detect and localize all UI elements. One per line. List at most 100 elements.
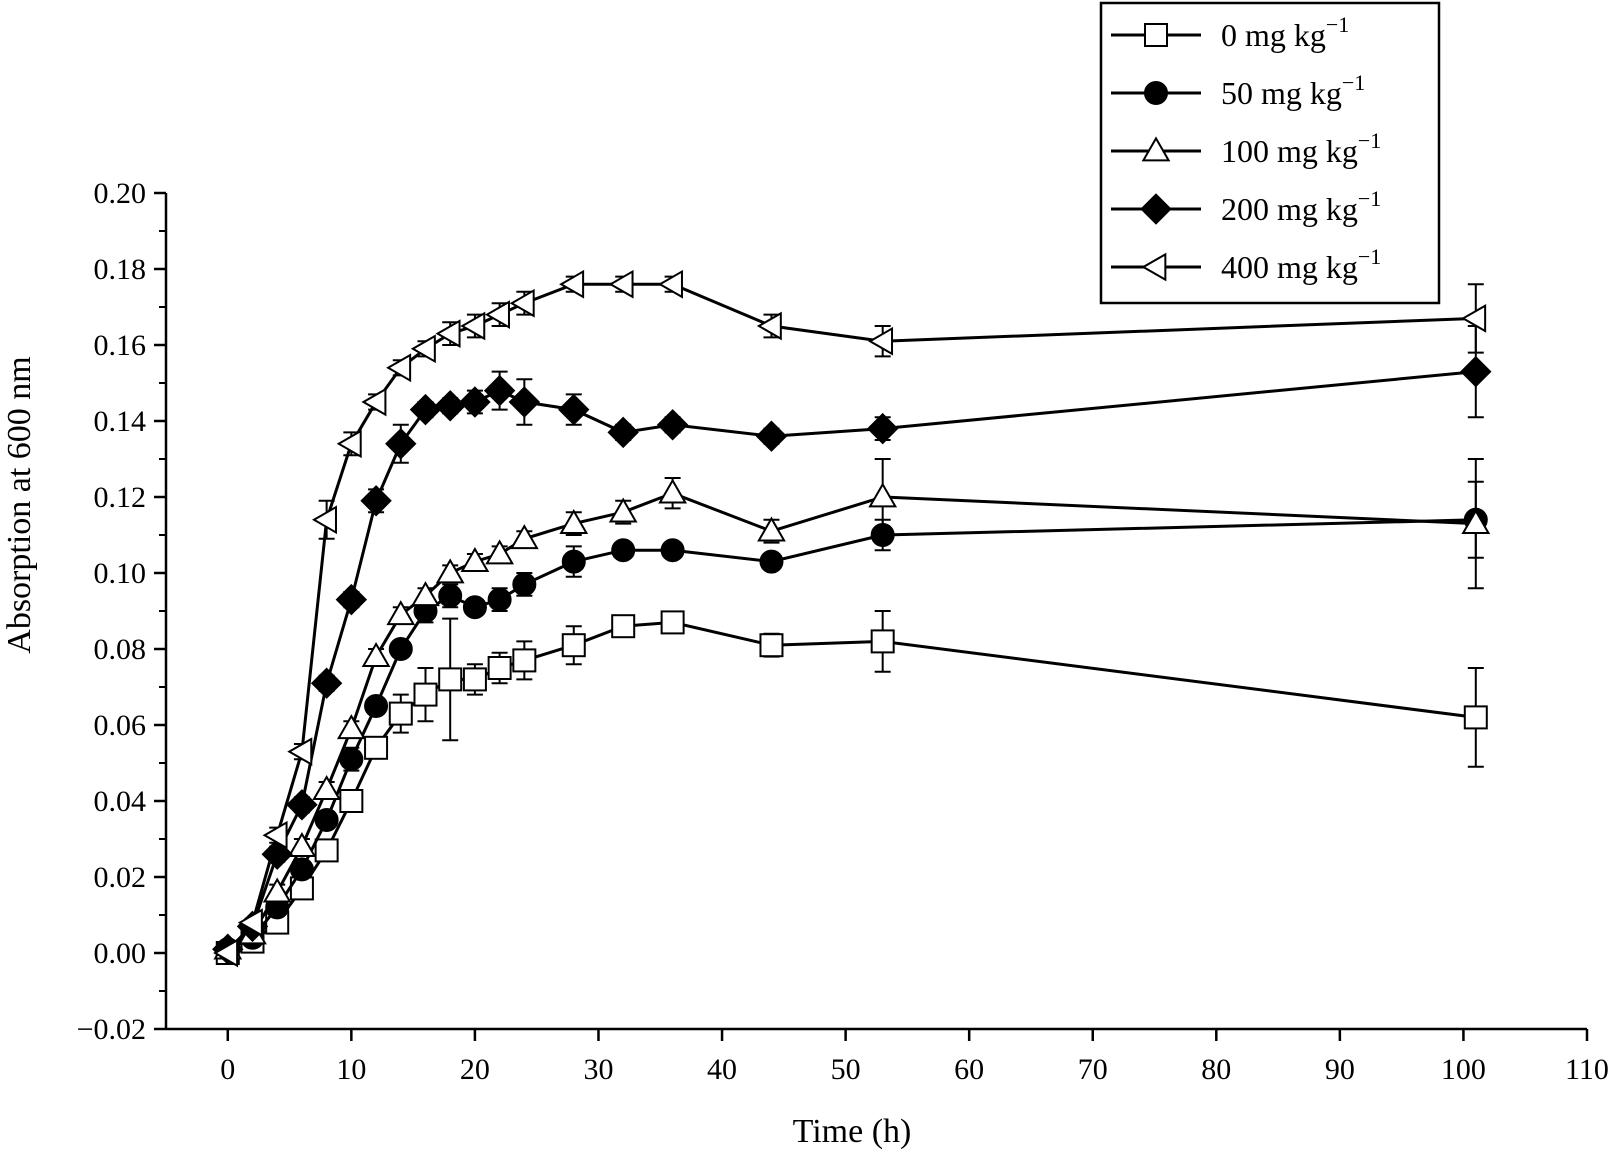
- data-point: [413, 682, 438, 707]
- y-axis-label: Absorption at 600 nm: [1, 356, 38, 653]
- x-tick-label: 30: [583, 1053, 613, 1086]
- series-layer: [212, 269, 1492, 968]
- data-point: [434, 390, 466, 422]
- y-tick-label: 0.06: [94, 709, 147, 742]
- series-line: [227, 518, 1476, 951]
- data-point: [459, 386, 491, 418]
- x-tick-label: 90: [1325, 1053, 1355, 1086]
- data-point: [312, 774, 342, 800]
- data-point: [483, 374, 516, 407]
- data-point: [411, 581, 440, 607]
- x-tick-label: 60: [954, 1053, 984, 1086]
- data-point: [360, 485, 392, 517]
- data-point: [364, 735, 389, 760]
- data-point: [388, 637, 413, 661]
- data-point: [386, 353, 412, 383]
- data-point: [460, 311, 486, 341]
- y-tick-label: 0.02: [94, 861, 147, 894]
- data-point: [608, 497, 638, 523]
- x-tick-label: 0: [220, 1053, 235, 1086]
- y-tick-label: 0.18: [94, 253, 147, 286]
- data-point: [462, 667, 487, 692]
- data-point: [487, 656, 512, 680]
- data-point: [512, 648, 537, 673]
- x-tick-label: 80: [1201, 1053, 1231, 1086]
- data-point: [487, 587, 512, 612]
- x-axis-label: Time (h): [793, 1113, 912, 1150]
- data-point: [462, 595, 487, 620]
- data-point: [438, 583, 463, 608]
- data-point: [336, 714, 366, 740]
- data-point: [1460, 355, 1492, 388]
- data-point: [656, 409, 689, 441]
- series-4: [213, 269, 1487, 968]
- data-point: [660, 610, 685, 635]
- data-point: [385, 428, 417, 460]
- legend-item: 200 mg kg−1: [1111, 186, 1381, 227]
- data-point: [314, 838, 339, 863]
- data-point: [364, 694, 389, 718]
- series-2: [213, 458, 1491, 960]
- series-line: [226, 491, 1476, 951]
- data-point: [866, 412, 899, 445]
- data-point: [1141, 252, 1167, 282]
- x-tick-label: 20: [460, 1053, 490, 1086]
- data-point: [339, 789, 364, 813]
- x-tick-label: 70: [1078, 1053, 1108, 1086]
- x-tick-label: 110: [1565, 1053, 1609, 1086]
- data-point: [1461, 508, 1491, 534]
- series-3: [212, 325, 1492, 965]
- data-point: [608, 269, 634, 299]
- x-tick-label: 50: [831, 1053, 861, 1086]
- y-tick-label: 0.00: [94, 937, 147, 970]
- data-point: [1140, 193, 1172, 225]
- y-tick-label: −0.02: [77, 1013, 146, 1046]
- data-point: [485, 539, 515, 565]
- data-point: [287, 737, 313, 766]
- data-point: [868, 326, 894, 356]
- legend-label-superscript: −1: [1358, 244, 1381, 269]
- x-tick-label: 100: [1441, 1053, 1486, 1086]
- data-point: [409, 393, 442, 426]
- data-point: [435, 558, 465, 584]
- data-point: [660, 538, 685, 563]
- data-point: [311, 505, 337, 535]
- data-point: [759, 633, 784, 658]
- data-point: [508, 386, 541, 418]
- y-tick-label: 0.12: [94, 481, 147, 514]
- data-point: [658, 478, 687, 504]
- legend-label-superscript: −1: [1326, 12, 1349, 37]
- data-point: [287, 831, 317, 857]
- data-point: [755, 420, 788, 452]
- data-point: [388, 701, 413, 726]
- data-point: [759, 549, 784, 574]
- data-point: [1141, 136, 1171, 162]
- data-point: [611, 538, 636, 563]
- series-line: [226, 282, 1476, 954]
- y-tick-label: 0.08: [94, 633, 147, 666]
- data-point: [1461, 304, 1487, 333]
- data-point: [870, 629, 895, 654]
- data-point: [509, 524, 539, 550]
- legend-label: 50 mg kg−1: [1221, 70, 1365, 111]
- data-point: [559, 508, 589, 534]
- y-tick-label: 0.16: [94, 329, 147, 362]
- data-point: [757, 516, 786, 542]
- legend-label-superscript: −1: [1358, 128, 1381, 153]
- data-point: [410, 334, 436, 364]
- y-tick-label: 0.10: [94, 557, 147, 590]
- legend-item: 50 mg kg−1: [1111, 70, 1365, 111]
- legend-item: 100 mg kg−1: [1111, 128, 1381, 169]
- axes: 0 10 20 30 40 50 60 70 80 90 100 110 −0.02 0.00 0.02 0.…: [77, 177, 1609, 1086]
- data-point: [286, 789, 318, 821]
- data-point: [213, 938, 239, 968]
- data-point: [262, 877, 292, 903]
- x-tick-label: 40: [707, 1053, 737, 1086]
- data-point: [512, 572, 537, 597]
- data-point: [561, 549, 586, 574]
- data-point: [262, 820, 288, 850]
- data-point: [1463, 705, 1488, 730]
- data-point: [558, 393, 590, 426]
- data-point: [237, 908, 263, 937]
